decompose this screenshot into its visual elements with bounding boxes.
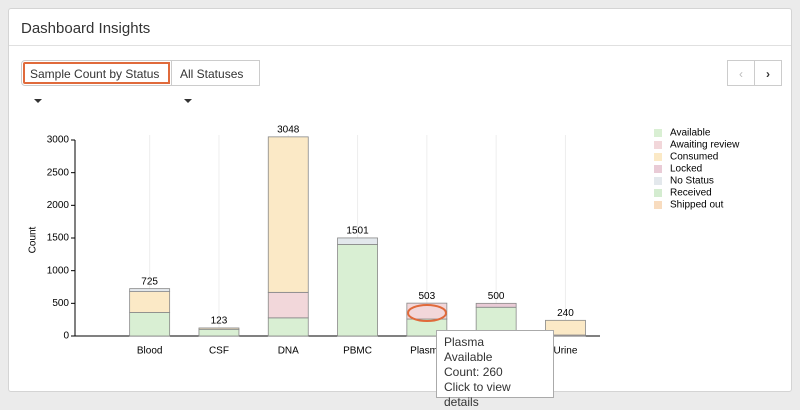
bar-segment xyxy=(198,328,240,337)
status-filter-label: All Statuses xyxy=(180,67,244,81)
y-tick-label: 3000 xyxy=(47,135,70,146)
total-label: 123 xyxy=(211,316,228,327)
y-tick-label: 1500 xyxy=(47,233,70,244)
total-label: 240 xyxy=(557,308,574,319)
y-tick-label: 500 xyxy=(52,298,69,309)
legend-swatch xyxy=(654,153,662,161)
bar-segment xyxy=(545,319,586,336)
status-filter[interactable]: All Statuses xyxy=(171,60,260,103)
total-label: 503 xyxy=(419,291,436,302)
chart-selector[interactable]: Sample Count by Status xyxy=(21,60,172,103)
bar-segment xyxy=(129,291,171,313)
tooltip-hint: Click to view details xyxy=(444,380,511,409)
legend-label: Received xyxy=(670,188,712,199)
bar-segment xyxy=(129,312,171,337)
legend-label: Locked xyxy=(670,164,702,175)
legend-swatch xyxy=(654,165,662,173)
bar-segment xyxy=(267,136,309,293)
y-tick-label: 1000 xyxy=(47,265,70,276)
chart-selector-label: Sample Count by Status xyxy=(30,67,160,81)
legend-swatch xyxy=(654,141,662,149)
total-label: 725 xyxy=(141,276,158,287)
legend-label: No Status xyxy=(670,176,714,187)
bar-segment xyxy=(129,288,171,292)
bar-segment xyxy=(267,317,309,337)
legend-label: Awaiting review xyxy=(670,140,740,151)
total-label: 1501 xyxy=(346,226,369,237)
x-tick-label: Plasma xyxy=(410,346,444,357)
y-axis-label: Count xyxy=(28,226,39,253)
legend-swatch xyxy=(654,189,662,197)
x-tick-label: CSF xyxy=(209,346,229,357)
separator xyxy=(9,45,791,46)
bar-segment xyxy=(475,302,517,308)
prev-button[interactable]: ‹ xyxy=(727,60,755,86)
tooltip: Plasma Available Count: 260 Click to vie… xyxy=(436,330,554,409)
legend-swatch xyxy=(654,177,662,185)
bar-segment xyxy=(337,237,378,245)
bar-segment xyxy=(337,244,378,337)
legend-swatch xyxy=(654,201,662,209)
panel-title: Dashboard Insights xyxy=(21,20,151,37)
tooltip-title: Plasma xyxy=(444,335,485,349)
y-tick-label: 0 xyxy=(63,331,69,342)
total-label: 3048 xyxy=(277,125,300,136)
x-tick-label: Blood xyxy=(137,346,163,357)
y-tick-label: 2500 xyxy=(47,167,70,178)
legend-label: Available xyxy=(670,128,711,139)
tooltip-status: Available xyxy=(444,350,493,364)
tooltip-count: Count: 260 xyxy=(444,365,503,379)
legend-label: Consumed xyxy=(670,152,718,163)
legend-swatch xyxy=(654,129,662,137)
legend-label: Shipped out xyxy=(670,200,724,211)
bar-segment xyxy=(267,291,309,319)
total-label: 500 xyxy=(488,291,505,302)
x-tick-label: PBMC xyxy=(343,346,372,357)
x-tick-label: DNA xyxy=(278,346,299,357)
highlight xyxy=(407,304,447,322)
x-tick-label: Urine xyxy=(553,346,577,357)
y-tick-label: 2000 xyxy=(47,200,70,211)
bar-segment xyxy=(198,327,240,330)
next-button[interactable]: › xyxy=(754,60,782,86)
